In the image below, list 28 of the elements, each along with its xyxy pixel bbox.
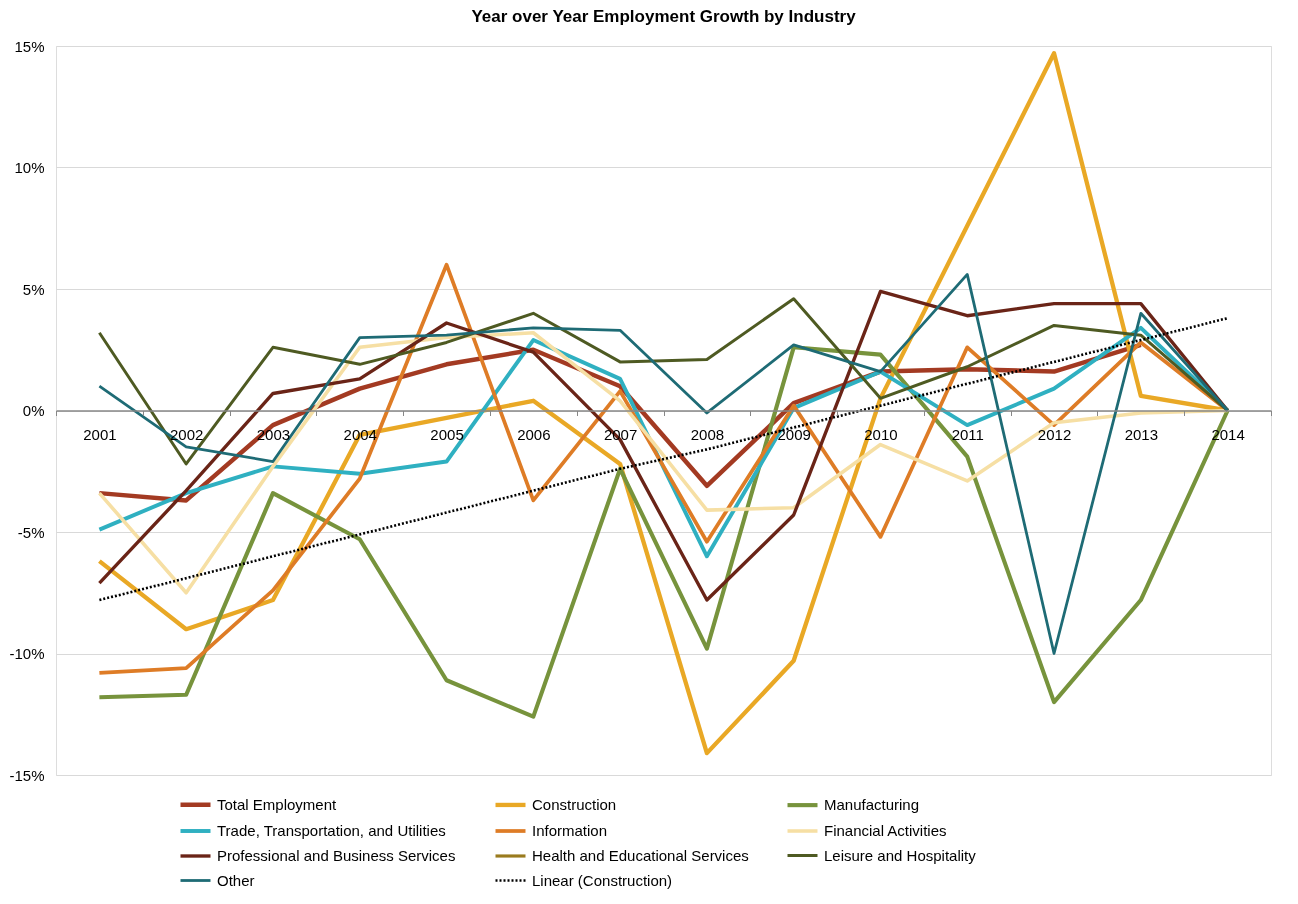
x-tick-label: 2012 (1037, 426, 1072, 443)
y-tick-label: 10% (14, 159, 45, 176)
legend-label: Financial Activities (824, 822, 947, 839)
x-tick-label: 2008 (690, 426, 725, 443)
legend-label: Manufacturing (824, 796, 920, 814)
y-tick-label: -15% (9, 766, 45, 784)
legend-label: Professional and Business Services (217, 847, 456, 864)
legend-label: Linear (Construction) (532, 871, 673, 889)
legend-label: Leisure and Hospitality (824, 846, 977, 864)
legend-label: Other (217, 871, 255, 889)
legend-label: Trade, Transportation, and Utilities (217, 822, 446, 839)
y-tick-label: -10% (9, 645, 45, 662)
x-tick-label: 2005 (430, 426, 464, 443)
y-tick-label: 0% (22, 402, 45, 419)
legend-label: Information (532, 822, 608, 839)
legend-label: Construction (532, 795, 617, 813)
x-tick-label: 2009 (777, 426, 811, 443)
chart-title: Year over Year Employment Growth by Industry (471, 7, 857, 26)
legend-label: Total Employment (217, 795, 338, 813)
legend-label: Health and Educational Services (532, 847, 749, 864)
x-tick-label: 2013 (1124, 426, 1159, 443)
x-tick-label: 2006 (517, 426, 551, 443)
x-tick-label: 2002 (169, 426, 204, 443)
x-tick-label: 2011 (951, 426, 984, 443)
y-tick-label: -5% (17, 523, 45, 541)
x-tick-label: 2001 (83, 426, 117, 443)
y-tick-label: 5% (22, 280, 45, 298)
y-tick-label: 15% (14, 37, 45, 55)
